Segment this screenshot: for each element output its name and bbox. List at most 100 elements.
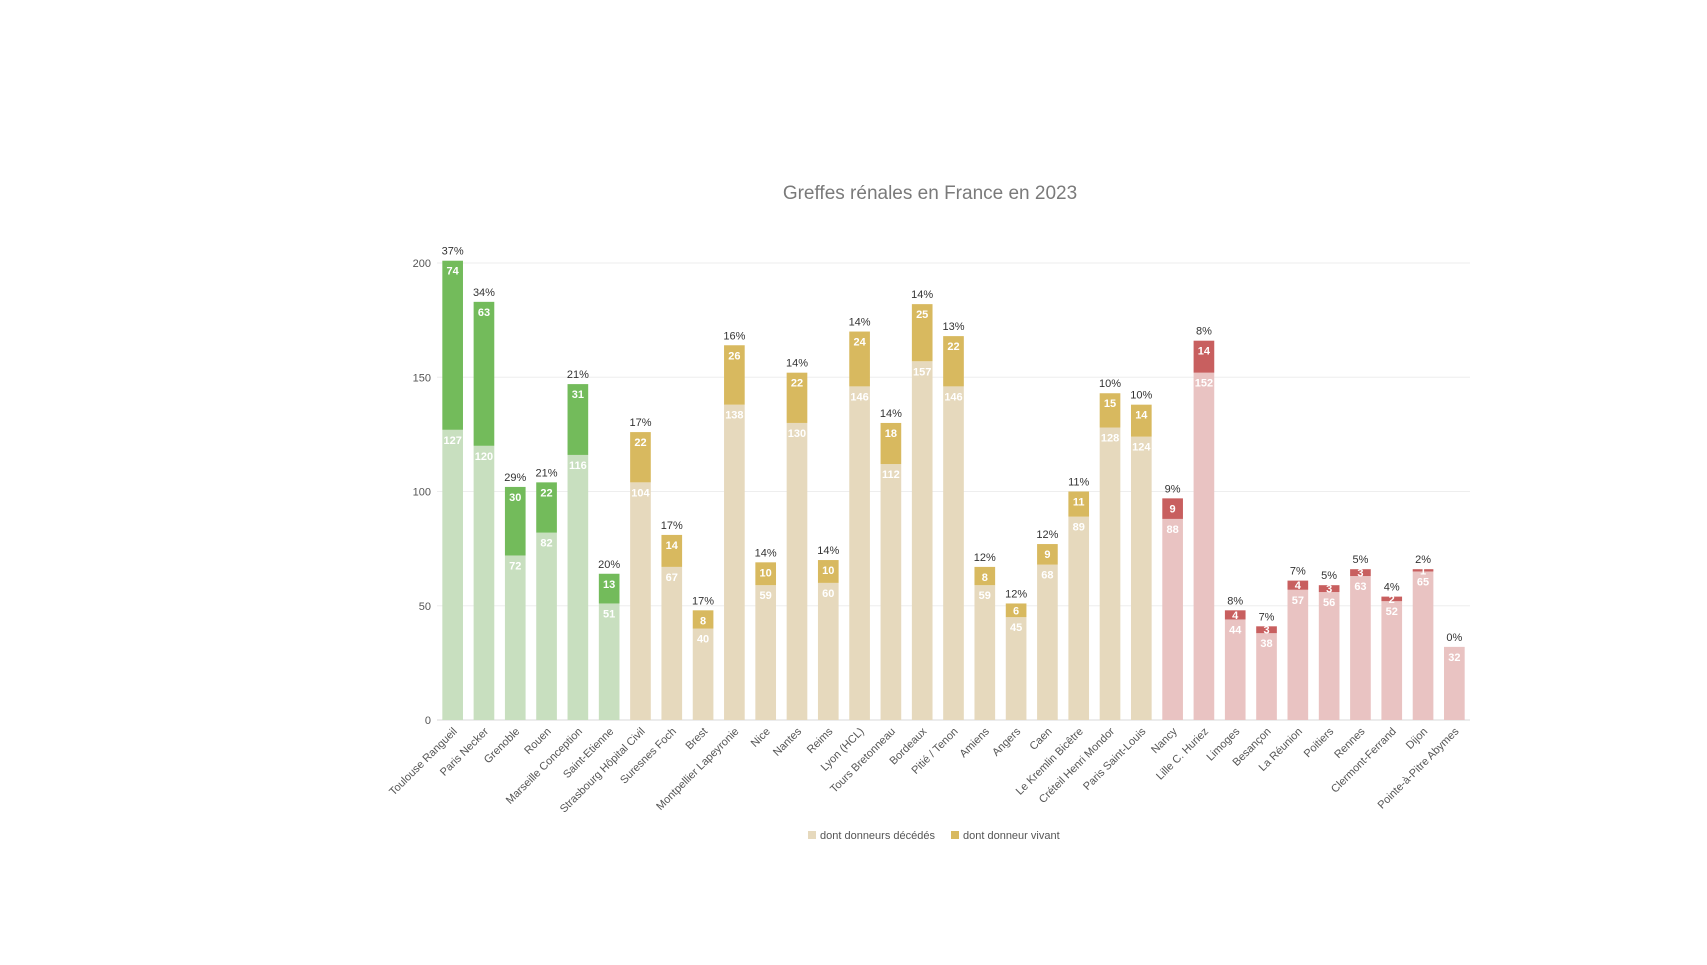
bar-living xyxy=(442,260,463,430)
legend-label: dont donneurs décédés xyxy=(820,830,935,842)
x-tick-label: Amiens xyxy=(957,725,992,760)
bar-deceased xyxy=(1318,592,1340,720)
chart-title: Greffes rénales en France en 2023 xyxy=(783,183,1077,204)
bar-living xyxy=(1350,569,1371,577)
data-label-percent: 14% xyxy=(786,358,808,370)
data-label-living: 22 xyxy=(791,378,803,390)
data-label-deceased: 68 xyxy=(1041,570,1053,582)
bar-deceased xyxy=(911,361,933,720)
data-label-living: 22 xyxy=(540,487,552,499)
bar-living xyxy=(974,566,996,586)
bar-living xyxy=(661,534,683,567)
data-label-living: 22 xyxy=(947,341,959,353)
bar-living xyxy=(504,486,526,556)
data-label-deceased: 124 xyxy=(1132,442,1151,454)
data-label-percent: 7% xyxy=(1259,611,1275,623)
bar-deceased xyxy=(724,404,745,720)
data-label-deceased: 52 xyxy=(1386,606,1398,618)
x-tick-label: Angers xyxy=(990,725,1023,758)
data-label-living: 63 xyxy=(478,307,490,319)
data-label-deceased: 63 xyxy=(1354,581,1366,593)
x-tick-label: Nantes xyxy=(771,725,804,758)
bar-deceased xyxy=(1037,564,1058,720)
bar-deceased xyxy=(1444,646,1465,720)
legend: dont donneurs décédés dont donneur vivant xyxy=(808,830,1060,842)
data-label-deceased: 138 xyxy=(725,410,743,422)
data-label-living: 24 xyxy=(853,337,866,349)
data-label-deceased: 67 xyxy=(666,572,678,584)
data-label-living: 8 xyxy=(700,615,706,627)
data-label-deceased: 45 xyxy=(1010,622,1022,634)
bar-deceased xyxy=(442,429,463,720)
y-axis: 0 50 100 150 200 xyxy=(413,258,431,727)
data-label-percent: 0% xyxy=(1446,632,1462,644)
data-label-deceased: 127 xyxy=(443,435,461,447)
data-label-living: 10 xyxy=(822,565,834,577)
bar-living xyxy=(911,304,933,362)
bar-deceased xyxy=(1224,619,1246,720)
data-label-living: 3 xyxy=(1326,584,1332,596)
bar-deceased xyxy=(880,464,902,720)
bar-living xyxy=(1037,544,1058,565)
legend-swatch xyxy=(951,831,959,839)
data-label-living: 11 xyxy=(1073,497,1085,509)
bar-living xyxy=(1068,491,1090,517)
bar-living xyxy=(755,562,777,586)
y-tick-label: 0 xyxy=(425,715,431,727)
bar-living xyxy=(692,610,714,629)
bar-deceased xyxy=(1005,617,1027,720)
bar-deceased xyxy=(630,482,651,720)
bar-deceased xyxy=(849,386,870,720)
data-label-deceased: 32 xyxy=(1448,652,1460,664)
data-label-percent: 9% xyxy=(1165,483,1181,495)
bar-deceased xyxy=(473,445,495,720)
data-label-percent: 14% xyxy=(880,408,902,420)
data-label-living: 18 xyxy=(885,428,897,440)
y-tick-label: 150 xyxy=(413,372,431,384)
data-label-living: 10 xyxy=(760,567,772,579)
data-label-deceased: 56 xyxy=(1323,597,1335,609)
data-label-living: 4 xyxy=(1232,610,1239,622)
data-label-living: 22 xyxy=(634,437,646,449)
data-label-living: 8 xyxy=(982,572,988,584)
data-label-percent: 14% xyxy=(911,289,933,301)
bar-living xyxy=(1381,596,1403,602)
data-label-living: 2 xyxy=(1389,594,1395,606)
data-label-deceased: 157 xyxy=(913,366,931,378)
data-label-percent: 14% xyxy=(755,547,777,559)
data-label-living: 13 xyxy=(603,579,615,591)
data-label-deceased: 146 xyxy=(850,391,868,403)
y-tick-label: 200 xyxy=(413,258,431,270)
bar-deceased xyxy=(567,454,589,720)
data-label-percent: 14% xyxy=(849,317,871,329)
data-label-living: 3 xyxy=(1357,568,1363,580)
legend-swatch xyxy=(808,831,816,839)
data-label-deceased: 152 xyxy=(1195,378,1213,390)
x-tick-label: Dijon xyxy=(1404,726,1430,752)
bar-deceased xyxy=(1412,571,1434,720)
bar-deceased xyxy=(1287,589,1309,720)
data-label-deceased: 128 xyxy=(1101,433,1119,445)
data-label-living: 4 xyxy=(1295,580,1302,592)
data-label-deceased: 72 xyxy=(509,560,521,572)
data-label-deceased: 44 xyxy=(1229,624,1242,636)
y-tick-label: 100 xyxy=(413,487,431,499)
bar-living xyxy=(786,372,808,423)
data-label-living: 26 xyxy=(728,350,740,362)
data-label-percent: 10% xyxy=(1130,390,1152,402)
data-label-deceased: 146 xyxy=(944,391,962,403)
bar-deceased xyxy=(1256,633,1277,720)
data-label-living: 14 xyxy=(1135,410,1148,422)
bar-deceased xyxy=(504,555,526,720)
bar-living xyxy=(1193,340,1215,373)
data-label-deceased: 82 xyxy=(540,538,552,550)
data-label-percent: 7% xyxy=(1290,566,1306,578)
data-label-deceased: 51 xyxy=(603,608,615,620)
x-tick-label: Nice xyxy=(749,726,773,750)
data-label-percent: 8% xyxy=(1196,326,1212,338)
data-label-percent: 29% xyxy=(504,472,526,484)
data-label-percent: 5% xyxy=(1321,570,1337,582)
data-label-living: 14 xyxy=(666,540,679,552)
